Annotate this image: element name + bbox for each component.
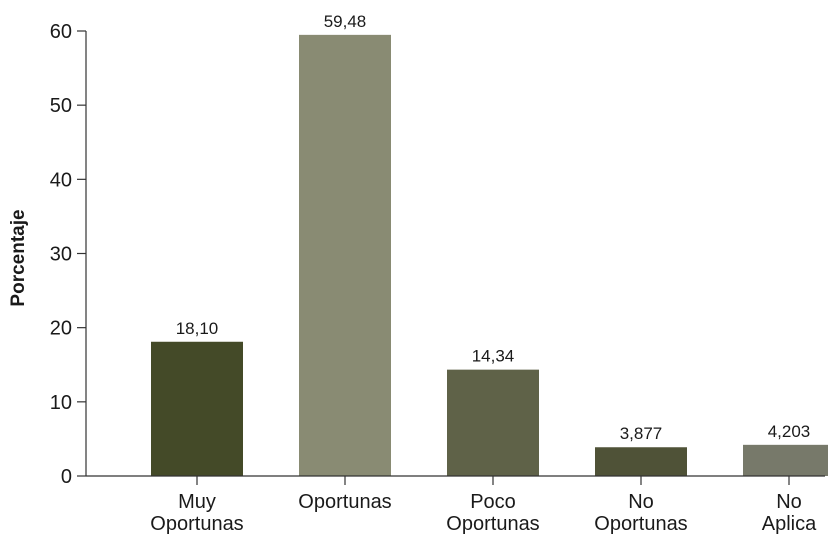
data-label: 14,34 — [472, 347, 515, 366]
bar — [299, 34, 391, 477]
bar — [743, 444, 828, 476]
y-tick-label: 0 — [61, 466, 72, 488]
x-tick-label-line: Aplica — [762, 513, 817, 535]
x-tick-label-line: Oportunas — [446, 513, 539, 535]
x-tick-label-line: No — [628, 491, 654, 513]
y-tick-label: 30 — [50, 244, 72, 266]
x-tick-label-line: Oportunas — [298, 491, 391, 513]
data-label: 4,203 — [768, 422, 811, 441]
y-tick-label: 50 — [50, 95, 72, 117]
x-tick-label: No Oportunas — [594, 491, 687, 535]
y-axis: 0 10 20 30 40 50 60 — [50, 21, 87, 488]
bars: 18,10 59,48 14,34 3,877 4,203 — [151, 12, 828, 477]
data-label: 3,877 — [620, 424, 663, 443]
bar — [447, 369, 539, 476]
x-tick-label-line: Poco — [470, 491, 516, 513]
data-label: 18,10 — [176, 319, 219, 338]
data-label: 59,48 — [324, 12, 367, 31]
y-tick-label: 10 — [50, 392, 72, 414]
x-tick-label: No Aplica — [762, 491, 817, 535]
x-tick-label: Poco Oportunas — [446, 491, 539, 535]
y-tick-label: 20 — [50, 318, 72, 340]
x-tick-label: Oportunas — [298, 491, 391, 513]
bar — [595, 447, 687, 476]
x-tick-label: Muy Oportunas — [150, 491, 243, 535]
x-tick-label-line: Oportunas — [594, 513, 687, 535]
y-axis-title: Porcentaje — [8, 209, 29, 306]
y-tick-label: 40 — [50, 169, 72, 191]
x-tick-label-line: Oportunas — [150, 513, 243, 535]
x-tick-label-line: Muy — [178, 491, 216, 513]
y-tick-label: 60 — [50, 21, 72, 43]
x-tick-label-line: No — [776, 491, 802, 513]
bar — [151, 341, 243, 476]
